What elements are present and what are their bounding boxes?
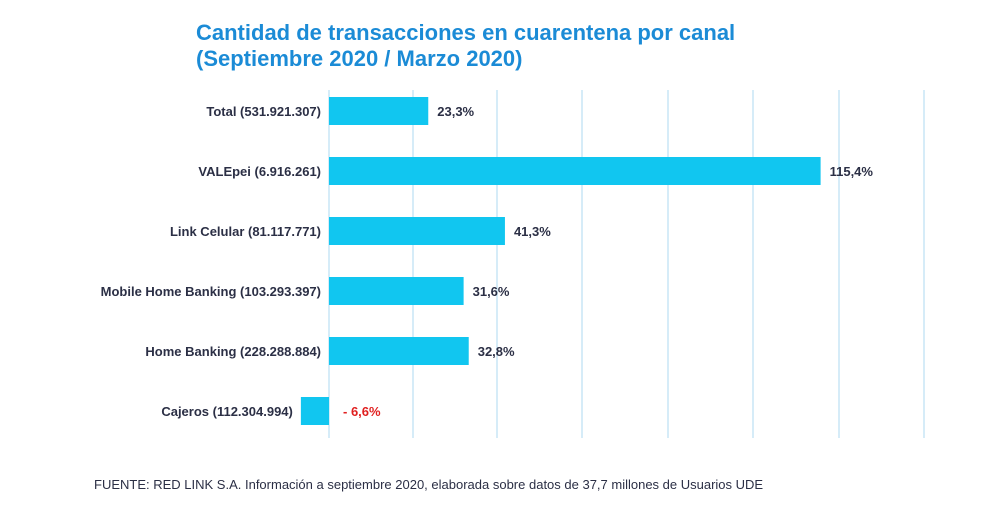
category-label: VALEpei (6.916.261) [198,164,321,179]
value-label: 115,4% [830,164,874,179]
category-label: Home Banking (228.288.884) [145,344,321,359]
bar [329,217,505,245]
value-label: - 6,6% [343,404,381,419]
bar [300,397,329,425]
bar [329,157,821,185]
category-label: Mobile Home Banking (103.293.397) [101,284,321,299]
bar [329,97,429,125]
bar [329,277,464,305]
value-label: 32,8% [478,344,515,359]
chart-title: Cantidad de transacciones en cuarentena … [196,20,896,72]
category-label: Link Celular (81.117.771) [170,224,321,239]
bar [329,337,469,365]
value-label: 41,3% [514,224,551,239]
source-note: FUENTE: RED LINK S.A. Información a sept… [94,477,764,492]
chart-title-main: Cantidad de transacciones en cuarentena … [196,20,736,45]
category-label: Total (531.921.307) [206,104,321,119]
chart-subtitle: (Septiembre 2020 / Marzo 2020) [196,46,523,71]
value-label: 23,3% [437,104,474,119]
category-label: Cajeros (112.304.994) [161,404,293,419]
value-label: 31,6% [473,284,510,299]
